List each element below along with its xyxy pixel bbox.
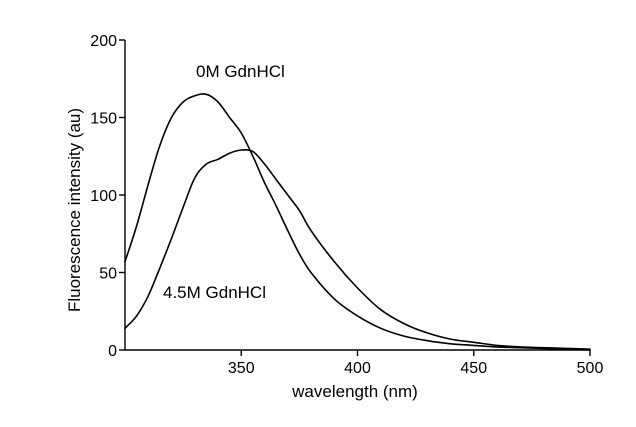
x-tick-label-400: 400 — [344, 360, 371, 377]
series-lines — [124, 93, 591, 351]
x-axis-title: wavelength (nm) — [291, 382, 418, 401]
y-ticks: 0 50 100 150 200 — [90, 33, 125, 360]
series-line-0 — [124, 93, 591, 351]
y-tick-label-200: 200 — [90, 33, 117, 50]
y-tick-label-0: 0 — [108, 343, 117, 360]
x-tick-label-500: 500 — [577, 360, 604, 377]
y-axis-title: Fluorescence intensity (au) — [65, 108, 84, 312]
series-line-1 — [124, 149, 591, 350]
axes — [124, 40, 590, 351]
y-tick-label-50: 50 — [99, 266, 117, 283]
y-tick-label-100: 100 — [90, 188, 117, 205]
x-tick-label-450: 450 — [460, 360, 487, 377]
series-label-4-5m: 4.5M GdnHCl — [163, 283, 266, 302]
x-tick-label-350: 350 — [228, 360, 255, 377]
y-tick-label-150: 150 — [90, 111, 117, 128]
x-ticks: 350 400 450 500 — [228, 350, 604, 377]
series-label-0m: 0M GdnHCl — [196, 62, 285, 81]
